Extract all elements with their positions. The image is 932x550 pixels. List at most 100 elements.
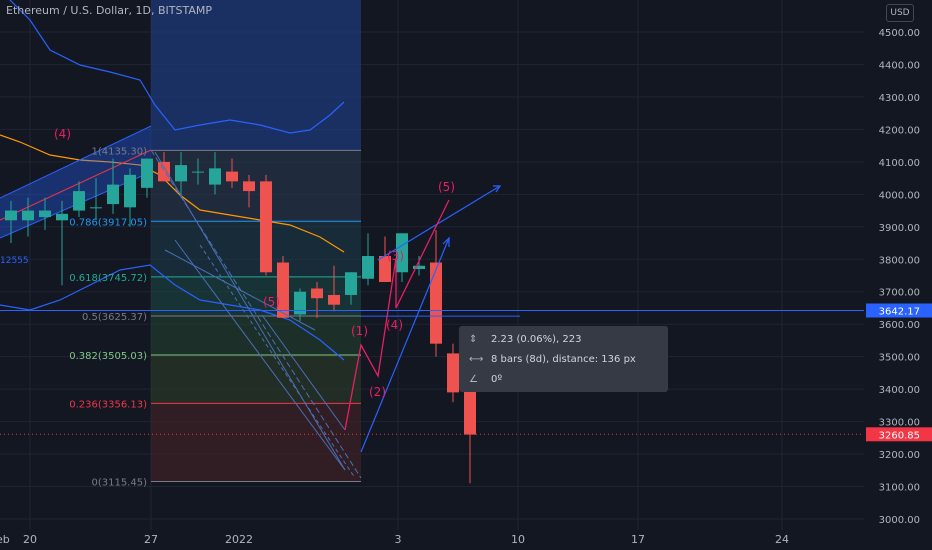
price-tick-label: 4000.00 [879,190,920,201]
candle-body [345,272,357,295]
tooltip-angle: 0º [491,373,503,385]
wave-label-4-top: (4) [54,127,71,141]
candle-body [22,210,34,221]
trend-line[interactable] [174,239,346,471]
candle-body [379,256,391,282]
candle-body [107,184,119,205]
trend-line[interactable] [261,314,346,431]
time-tick-label: 24 [775,533,789,546]
candle-body [362,256,374,279]
wave-label-5: (5) [438,180,455,194]
candle-body [243,181,255,192]
price-tick-label: 3200.00 [879,450,920,461]
candle-body [413,265,425,270]
candle-body [260,181,272,273]
price-tick-label: 4500.00 [879,28,920,39]
price-tick-label: 3600.00 [879,320,920,331]
candle-body [192,171,204,173]
candle-body [141,158,153,188]
last-price-badge [866,427,932,442]
moving-average [0,134,345,253]
candles [5,152,476,484]
candle-body [39,210,51,218]
hline-price-badge [866,303,932,318]
candle-body [447,353,459,393]
fib-zone [151,355,361,404]
channel-fill [0,126,151,238]
symbol-title[interactable]: Ethereum / U.S. Dollar, 1D, BITSTAMP [6,4,212,17]
partial-label: 12555 [0,256,29,266]
currency-button[interactable]: USD [886,4,914,22]
price-tick-label: 3500.00 [879,353,920,364]
tooltip-price-row: ⇕ 2.23 (0.06%), 223 [469,332,581,346]
horizontal-line[interactable] [0,310,864,435]
tooltip-price-range: 2.23 (0.06%), 223 [491,333,582,345]
last-price-label: 3260.85 [879,430,920,441]
trend-line[interactable] [199,244,356,479]
price-tick-label: 3400.00 [879,385,920,396]
candle-body [464,385,476,435]
candle-body [5,210,17,221]
time-tick-label: 3 [395,533,402,546]
wave-label-4: (4) [386,318,403,332]
candle-body [277,262,289,318]
elliott-waves[interactable]: (4) (5) (1) (2) (3) (4) (5) 12555 [0,127,455,431]
fib-label: 0.5(3625.37) [82,312,147,323]
candle-body [294,291,306,315]
time-axis[interactable]: 20 27 2022 3 10 17 24 Feb [0,533,789,546]
projection-arrowhead [442,236,450,247]
selection-zone [151,0,361,150]
fib-label: 0(3115.45) [91,478,147,489]
price-tick-label: 3700.00 [879,288,920,299]
candle-body [56,213,68,221]
wave-path[interactable] [344,199,450,431]
fib-label: 1(4135.30) [91,146,147,157]
candle-body [124,174,136,208]
bollinger-upper [9,0,345,134]
candle-body [73,191,85,211]
measure-tooltip: ⇕ 2.23 (0.06%), 223 ⟷ 8 bars (8d), dista… [459,326,668,392]
price-tick-label: 4300.00 [879,93,920,104]
candle-body [311,288,323,299]
price-tick-label: 4200.00 [879,125,920,136]
price-tick-label: 4400.00 [879,60,920,71]
price-axis[interactable]: 4500.00 4400.00 4300.00 4200.00 4100.00 4000.… [866,28,932,526]
wave-label-1: (1) [351,324,368,338]
tooltip-angle-row: ∠ 0º [469,372,502,386]
candle-body [158,161,170,182]
angle-icon: ∠ [469,373,478,385]
fibonacci-retracement[interactable] [151,149,361,483]
time-tick-label: 17 [631,533,645,546]
projection-line[interactable] [360,237,450,453]
time-tick-label: 27 [144,533,158,546]
bars-range-icon: ⟷ [469,353,484,365]
fib-zone [151,403,361,482]
hline-price-label: 3642.17 [879,307,920,318]
candle-body [328,294,340,305]
fib-zone [151,315,361,356]
price-tick-label: 4100.00 [879,158,920,169]
price-range-icon: ⇕ [469,333,478,345]
bollinger-lower [0,264,345,361]
price-tick-label: 3300.00 [879,418,920,429]
channel-mid [0,149,152,221]
fibonacci-labels: 1(4135.30) 0.786(3917.05) 0.618(3745.72) 0.… [69,146,147,488]
projection-line[interactable] [377,185,501,261]
fib-label: 0.786(3917.05) [69,217,147,228]
tooltip-bars-row: ⟷ 8 bars (8d), distance: 136 px [469,352,636,366]
time-tick-label: 2022 [225,533,253,546]
time-tick-label: Feb [0,533,10,546]
candle-body [430,262,442,344]
price-tick-label: 3900.00 [879,223,920,234]
trend-line[interactable] [164,249,316,331]
wave-label-5-mid: (5) [263,295,280,309]
tooltip-bars-range: 8 bars (8d), distance: 136 px [491,353,636,365]
price-tick-label: 3100.00 [879,483,920,494]
fib-label: 0.382(3505.03) [69,351,147,362]
candle-body [209,168,221,185]
fib-label: 0.236(3356.13) [69,399,147,410]
bollinger-bands [0,0,345,361]
candle-body [90,207,102,209]
time-tick-label: 10 [511,533,525,546]
